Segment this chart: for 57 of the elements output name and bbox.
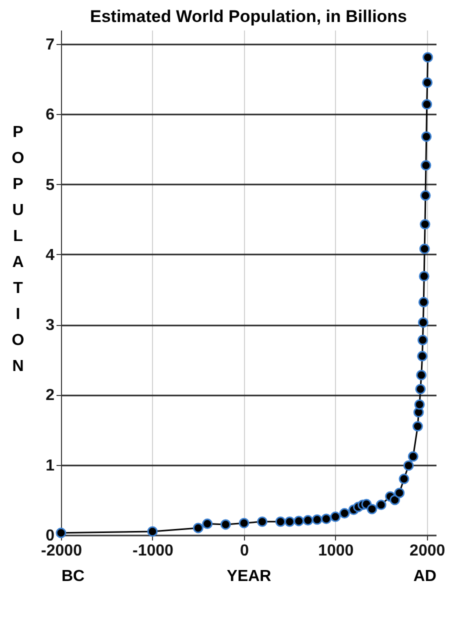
y-tick-label: 6	[46, 106, 55, 124]
point	[147, 526, 158, 537]
x-tick-label: -1000	[132, 542, 174, 560]
point	[321, 514, 332, 524]
y-tick-label: 1	[46, 457, 55, 474]
point	[398, 474, 410, 484]
point	[419, 244, 430, 254]
point	[422, 99, 432, 110]
point	[390, 494, 400, 506]
y-tick-label: 3	[46, 317, 55, 334]
point	[202, 518, 213, 529]
point	[376, 500, 386, 510]
point	[418, 270, 430, 282]
point	[420, 160, 432, 171]
point	[330, 512, 341, 522]
point	[418, 334, 428, 346]
point	[420, 190, 431, 201]
x-tick-label: 2000	[410, 542, 446, 560]
point	[403, 460, 414, 471]
point	[302, 515, 314, 526]
point	[408, 451, 418, 462]
point	[339, 508, 350, 518]
point	[238, 518, 250, 528]
point	[312, 514, 322, 525]
point	[192, 522, 204, 534]
point	[418, 317, 428, 328]
point	[275, 516, 286, 527]
point	[417, 350, 428, 362]
y-tick-label: 2	[46, 387, 55, 404]
text: POPULATION	[12, 124, 24, 375]
x-tick-label: 1000	[318, 542, 354, 560]
x-tick-label: 0	[240, 542, 249, 560]
text: AD	[413, 568, 436, 586]
x-axis-title: YEAR	[226, 568, 272, 586]
point	[412, 421, 423, 432]
point	[220, 519, 231, 530]
point	[418, 296, 429, 308]
chart-title: Estimated World Population, in Billions	[90, 7, 408, 26]
point	[416, 370, 427, 380]
point	[414, 399, 425, 410]
point	[415, 384, 426, 394]
x-tick-label: -2000	[41, 542, 82, 560]
point	[421, 131, 432, 142]
point	[366, 504, 378, 514]
text: BC	[62, 568, 85, 586]
y-tick-label: 5	[46, 176, 55, 194]
point	[257, 516, 268, 527]
y-tick-label: 0	[46, 528, 55, 544]
point	[394, 488, 405, 498]
point	[284, 516, 295, 527]
y-tick-label: 7	[46, 36, 55, 54]
point	[420, 219, 430, 230]
point	[422, 52, 433, 63]
point	[294, 516, 304, 526]
point	[56, 528, 66, 538]
point	[422, 77, 433, 88]
y-tick-label: 4	[46, 246, 55, 264]
